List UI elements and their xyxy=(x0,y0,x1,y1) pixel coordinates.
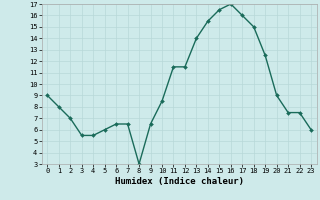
X-axis label: Humidex (Indice chaleur): Humidex (Indice chaleur) xyxy=(115,177,244,186)
